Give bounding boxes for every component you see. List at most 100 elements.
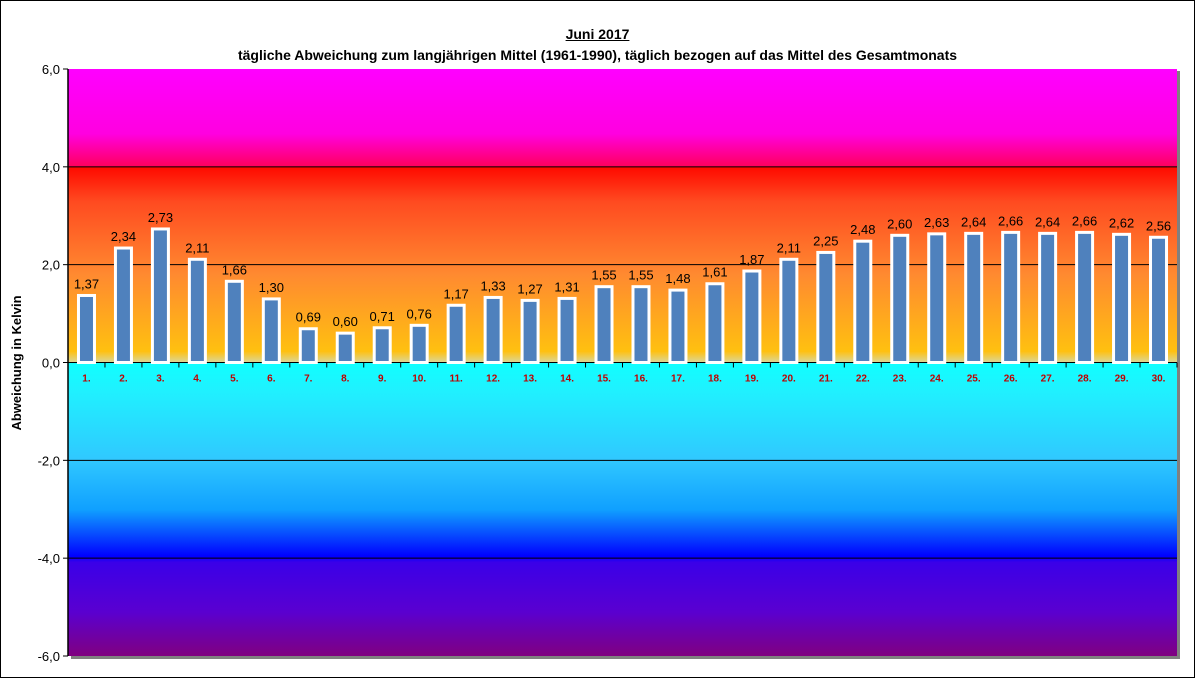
- data-label: 1,55: [628, 268, 653, 283]
- x-tick-label: 19.: [745, 374, 759, 385]
- x-tick-label: 1.: [82, 374, 91, 385]
- bar: [1001, 230, 1021, 364]
- data-label: 1,17: [443, 286, 468, 301]
- x-tick-label: 29.: [1115, 374, 1129, 385]
- bar: [261, 297, 281, 364]
- x-tick-label: 23.: [893, 374, 907, 385]
- bar: [520, 298, 540, 364]
- x-tick-label: 6.: [267, 374, 276, 385]
- plot-area-positive: [68, 69, 1177, 363]
- x-tick-label: 2.: [119, 374, 128, 385]
- x-tick-label: 28.: [1078, 374, 1092, 385]
- data-label: 1,33: [480, 278, 505, 293]
- bar: [668, 288, 688, 364]
- x-tick-label: 12.: [486, 374, 500, 385]
- data-label: 1,37: [74, 276, 99, 291]
- bar: [1112, 232, 1132, 364]
- data-label: 1,55: [591, 268, 616, 283]
- bar: [631, 285, 651, 364]
- bar: [335, 331, 355, 364]
- data-label: 2,56: [1146, 218, 1171, 233]
- x-tick-label: 3.: [156, 374, 165, 385]
- y-tick-label: -2,0: [38, 453, 60, 468]
- bar: [1038, 231, 1058, 364]
- data-label: 1,48: [665, 271, 690, 286]
- bar: [372, 326, 392, 364]
- x-tick-label: 18.: [708, 374, 722, 385]
- x-tick-label: 17.: [671, 374, 685, 385]
- data-label: 2,66: [998, 213, 1023, 228]
- bar: [446, 303, 466, 364]
- x-tick-label: 21.: [819, 374, 833, 385]
- data-label: 2,11: [777, 240, 801, 255]
- x-tick-label: 15.: [597, 374, 611, 385]
- y-axis-title: Abweichung in Kelvin: [9, 295, 24, 430]
- data-label: 2,64: [961, 214, 986, 229]
- x-tick-label: 9.: [378, 374, 387, 385]
- x-tick-label: 16.: [634, 374, 648, 385]
- x-tick-label: 7.: [304, 374, 313, 385]
- x-tick-label: 14.: [560, 374, 574, 385]
- data-label: 2,62: [1109, 215, 1134, 230]
- data-label: 2,11: [185, 240, 209, 255]
- bar: [705, 282, 725, 365]
- y-tick-label: 6,0: [42, 62, 60, 77]
- bar: [76, 293, 96, 364]
- data-label: 1,30: [259, 280, 284, 295]
- data-label: 2,66: [1072, 213, 1097, 228]
- bar: [483, 295, 503, 364]
- x-tick-label: 27.: [1041, 374, 1055, 385]
- bar: [150, 227, 170, 364]
- x-tick-label: 11.: [449, 374, 463, 385]
- data-label: 2,34: [111, 229, 136, 244]
- bar: [964, 231, 984, 364]
- bar: [779, 257, 799, 364]
- x-tick-label: 22.: [856, 374, 870, 385]
- data-label: 2,25: [813, 233, 838, 248]
- x-tick-label: 5.: [230, 374, 239, 385]
- x-tick-label: 25.: [967, 374, 981, 385]
- y-tick-label: 0,0: [42, 356, 60, 371]
- x-tick-label: 4.: [193, 374, 202, 385]
- plot-area-negative: [68, 363, 1177, 656]
- bar: [557, 296, 577, 364]
- bar: [1075, 230, 1095, 364]
- data-label: 2,63: [924, 215, 949, 230]
- bar: [927, 232, 947, 364]
- x-tick-label: 20.: [782, 374, 796, 385]
- data-label: 1,61: [702, 265, 727, 280]
- bar: [409, 323, 429, 364]
- y-tick-label: -6,0: [38, 649, 60, 664]
- bar: [816, 250, 836, 364]
- x-tick-label: 24.: [930, 374, 944, 385]
- bar: [742, 269, 762, 365]
- bar: [890, 233, 910, 364]
- bar: [853, 239, 873, 364]
- chart-title: Juni 2017: [565, 26, 630, 42]
- data-label: 2,64: [1035, 214, 1060, 229]
- bar: [113, 246, 133, 364]
- data-label: 1,66: [222, 262, 247, 277]
- data-label: 2,60: [887, 216, 912, 231]
- data-label: 0,76: [407, 306, 432, 321]
- x-tick-label: 8.: [341, 374, 350, 385]
- bar: [594, 285, 614, 364]
- bar: [1149, 235, 1169, 364]
- y-tick-label: -4,0: [38, 551, 60, 566]
- bar: [224, 279, 244, 365]
- chart-subtitle: tägliche Abweichung zum langjährigen Mit…: [237, 47, 958, 63]
- y-tick-label: 2,0: [42, 258, 60, 273]
- data-label: 0,60: [333, 314, 358, 329]
- x-tick-label: 30.: [1152, 374, 1166, 385]
- bar: [298, 327, 318, 364]
- data-label: 1,87: [739, 252, 764, 267]
- data-label: 0,69: [296, 310, 321, 325]
- data-label: 1,27: [517, 281, 542, 296]
- x-tick-label: 13.: [523, 374, 537, 385]
- data-label: 2,73: [148, 210, 173, 225]
- data-label: 0,71: [370, 309, 395, 324]
- y-tick-label: 4,0: [42, 160, 60, 175]
- data-label: 2,48: [850, 222, 875, 237]
